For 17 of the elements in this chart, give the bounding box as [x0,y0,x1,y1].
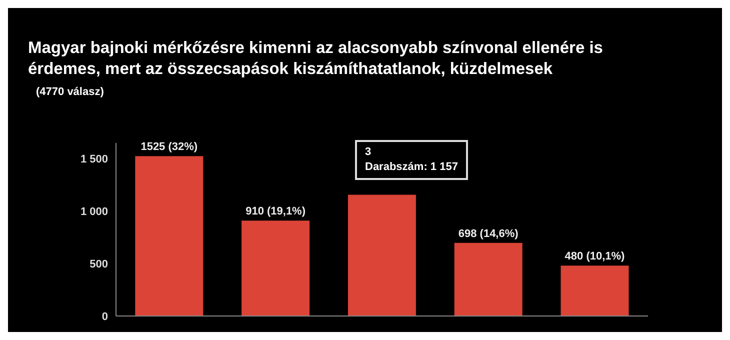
y-tick-label: 1 000 [80,206,108,218]
bar [560,266,629,316]
annotation: 3 [365,145,372,160]
bar [242,220,310,316]
y-tick-label: 0 [102,310,108,323]
bar [454,242,522,316]
bar [348,194,416,316]
annotation: Darabszám: 1 157 [365,160,458,175]
y-tick-label: 1 500 [80,154,108,166]
data-label: 480 (10,1%) [564,250,626,263]
bar [135,156,204,316]
data-label: 910 (19,1%) [246,206,306,218]
chart-title: Magyar bajnoki mérkőzésre kimenni az alacsonyabb színvonal ellenére is érdemes, mert az összecsapások kiszámíthatatlanok, küzdelmesek [28,38,604,80]
data-label: 698 (14,6%) [458,228,519,240]
chart-subtitle: (4770 válasz) [36,86,104,98]
data-label: 1525 (32%) [140,141,198,154]
y-tick-label: 500 [90,258,108,270]
